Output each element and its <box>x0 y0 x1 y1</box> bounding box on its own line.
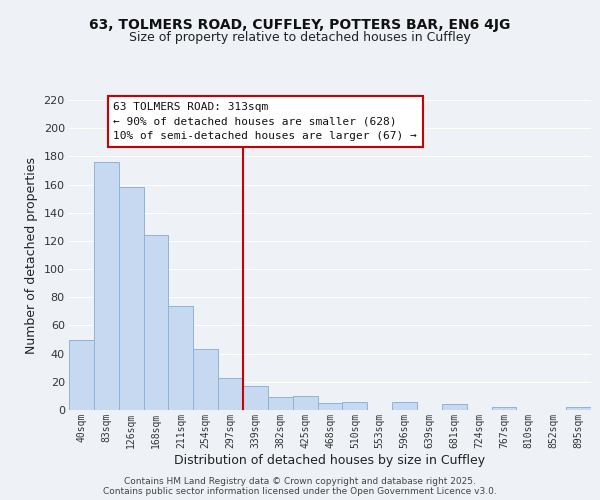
Bar <box>268 398 293 410</box>
Text: 63 TOLMERS ROAD: 313sqm
← 90% of detached houses are smaller (628)
10% of semi-d: 63 TOLMERS ROAD: 313sqm ← 90% of detache… <box>113 102 417 141</box>
Bar <box>343 402 367 410</box>
Text: Contains public sector information licensed under the Open Government Licence v3: Contains public sector information licen… <box>103 486 497 496</box>
Bar <box>169 306 193 410</box>
Text: Contains HM Land Registry data © Crown copyright and database right 2025.: Contains HM Land Registry data © Crown c… <box>124 476 476 486</box>
Bar <box>317 403 343 410</box>
Bar <box>293 396 317 410</box>
Bar <box>119 188 143 410</box>
Bar <box>193 350 218 410</box>
Bar <box>243 386 268 410</box>
Bar <box>94 162 119 410</box>
Y-axis label: Number of detached properties: Number of detached properties <box>25 156 38 354</box>
Bar <box>491 407 517 410</box>
Text: 63, TOLMERS ROAD, CUFFLEY, POTTERS BAR, EN6 4JG: 63, TOLMERS ROAD, CUFFLEY, POTTERS BAR, … <box>89 18 511 32</box>
Bar <box>143 236 169 410</box>
Bar <box>392 402 417 410</box>
Bar <box>442 404 467 410</box>
Text: Size of property relative to detached houses in Cuffley: Size of property relative to detached ho… <box>129 31 471 44</box>
X-axis label: Distribution of detached houses by size in Cuffley: Distribution of detached houses by size … <box>175 454 485 466</box>
Bar <box>218 378 243 410</box>
Bar <box>566 407 591 410</box>
Bar <box>69 340 94 410</box>
